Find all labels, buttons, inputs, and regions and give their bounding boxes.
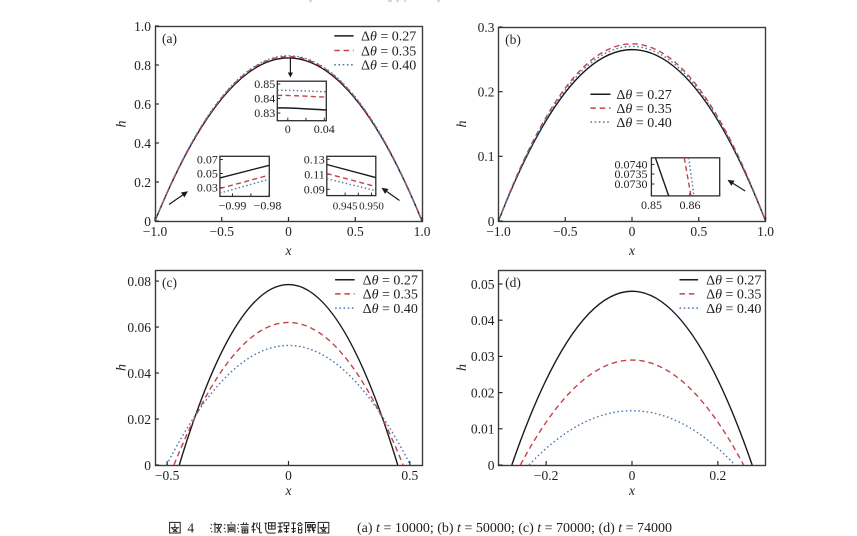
svg-text:−0.5: −0.5 — [155, 468, 180, 483]
svg-text:Δθ = 0.35: Δθ = 0.35 — [616, 102, 671, 117]
svg-text:0.950: 0.950 — [359, 201, 384, 213]
svg-text:0.2: 0.2 — [134, 175, 151, 190]
svg-text:x: x — [285, 243, 292, 258]
svg-text:Δθ = 0.40: Δθ = 0.40 — [361, 59, 416, 74]
svg-text:Δθ = 0.35: Δθ = 0.35 — [361, 44, 416, 59]
svg-text:0.02: 0.02 — [127, 412, 151, 427]
svg-text:Δθ = 0.40: Δθ = 0.40 — [706, 302, 761, 317]
svg-text:−0.99: −0.99 — [219, 199, 247, 213]
svg-text:Δθ = 0.35: Δθ = 0.35 — [706, 288, 761, 303]
svg-text:0: 0 — [285, 122, 291, 136]
svg-text:0.03: 0.03 — [197, 181, 218, 195]
svg-text:0.0730: 0.0730 — [615, 177, 648, 191]
svg-text:x: x — [285, 483, 292, 498]
svg-text:0.07: 0.07 — [197, 153, 218, 167]
svg-text:(a) t = 10000; (b) t = 50000;: (a) t = 10000; (b) t = 50000; (c) t = 70… — [357, 521, 672, 536]
svg-text:−1.0: −1.0 — [143, 224, 168, 239]
svg-text:0.03: 0.03 — [471, 349, 495, 364]
svg-text:1.0: 1.0 — [414, 224, 431, 239]
svg-text:−0.2: −0.2 — [534, 468, 559, 483]
svg-text:0.2: 0.2 — [478, 84, 495, 99]
svg-text:0.02: 0.02 — [471, 385, 495, 400]
svg-text:0.2: 0.2 — [709, 468, 726, 483]
svg-text:0.83: 0.83 — [254, 106, 275, 120]
svg-text:0: 0 — [488, 458, 495, 473]
svg-text:0: 0 — [144, 214, 151, 229]
svg-text:0.01: 0.01 — [471, 422, 495, 437]
svg-text:(a): (a) — [162, 31, 177, 46]
svg-text:−0.5: −0.5 — [553, 224, 578, 239]
svg-text:0: 0 — [285, 468, 292, 483]
svg-text:0: 0 — [629, 224, 636, 239]
svg-text:0.13: 0.13 — [304, 153, 325, 167]
svg-text:0.6: 0.6 — [134, 97, 151, 112]
svg-text:Δθ = 0.27: Δθ = 0.27 — [616, 88, 671, 103]
svg-text:−0.98: −0.98 — [254, 199, 282, 213]
svg-text:Δθ = 0.40: Δθ = 0.40 — [616, 116, 671, 131]
svg-text:0.5: 0.5 — [401, 468, 418, 483]
svg-text:0.0735: 0.0735 — [615, 167, 648, 181]
svg-text:0.84: 0.84 — [254, 92, 275, 106]
svg-text:0.05: 0.05 — [197, 167, 218, 181]
svg-text:Δθ = 0.27: Δθ = 0.27 — [361, 30, 416, 45]
svg-text:−0.5: −0.5 — [210, 224, 235, 239]
svg-text:0.85: 0.85 — [254, 77, 275, 91]
svg-text:0.04: 0.04 — [314, 122, 335, 136]
svg-text:h: h — [115, 364, 130, 371]
svg-text:1.0: 1.0 — [757, 224, 774, 239]
svg-text:0: 0 — [285, 224, 292, 239]
svg-text:0.11: 0.11 — [304, 168, 325, 182]
svg-text:0.04: 0.04 — [471, 313, 495, 328]
svg-text:0: 0 — [144, 458, 151, 473]
svg-text:0.85: 0.85 — [641, 198, 662, 212]
svg-text:Δθ = 0.40: Δθ = 0.40 — [363, 302, 418, 317]
svg-text:0.05: 0.05 — [471, 277, 495, 292]
svg-text:h: h — [115, 121, 130, 128]
svg-text:0.86: 0.86 — [680, 198, 701, 212]
svg-text:0.945: 0.945 — [333, 201, 358, 213]
svg-text:0: 0 — [629, 468, 636, 483]
svg-text:Δθ = 0.27: Δθ = 0.27 — [363, 274, 418, 289]
svg-text:0.09: 0.09 — [304, 183, 325, 197]
svg-text:(d): (d) — [505, 275, 521, 290]
svg-text:4: 4 — [187, 521, 194, 536]
svg-text:0.5: 0.5 — [347, 224, 364, 239]
svg-text:(b): (b) — [505, 32, 521, 47]
svg-text:h: h — [455, 364, 470, 371]
svg-text:0.06: 0.06 — [127, 320, 151, 335]
svg-text:x: x — [628, 483, 635, 498]
svg-text:x: x — [628, 243, 635, 258]
svg-text:1.0: 1.0 — [134, 19, 151, 34]
svg-text:−1.0: −1.0 — [486, 224, 511, 239]
svg-text:0.1: 0.1 — [478, 149, 495, 164]
svg-text:0.3: 0.3 — [478, 20, 495, 35]
svg-text:0.08: 0.08 — [127, 274, 151, 289]
svg-text:Δθ = 0.35: Δθ = 0.35 — [363, 288, 418, 303]
svg-text:h: h — [455, 121, 470, 128]
svg-text:0: 0 — [488, 214, 495, 229]
svg-text:(c): (c) — [162, 275, 177, 290]
svg-text:0.04: 0.04 — [127, 366, 151, 381]
svg-text:Δθ = 0.27: Δθ = 0.27 — [706, 274, 761, 289]
svg-text:0.8: 0.8 — [134, 58, 151, 73]
svg-text:0.5: 0.5 — [690, 224, 707, 239]
svg-text:0.0740: 0.0740 — [615, 158, 648, 172]
svg-text:0.4: 0.4 — [134, 136, 151, 151]
